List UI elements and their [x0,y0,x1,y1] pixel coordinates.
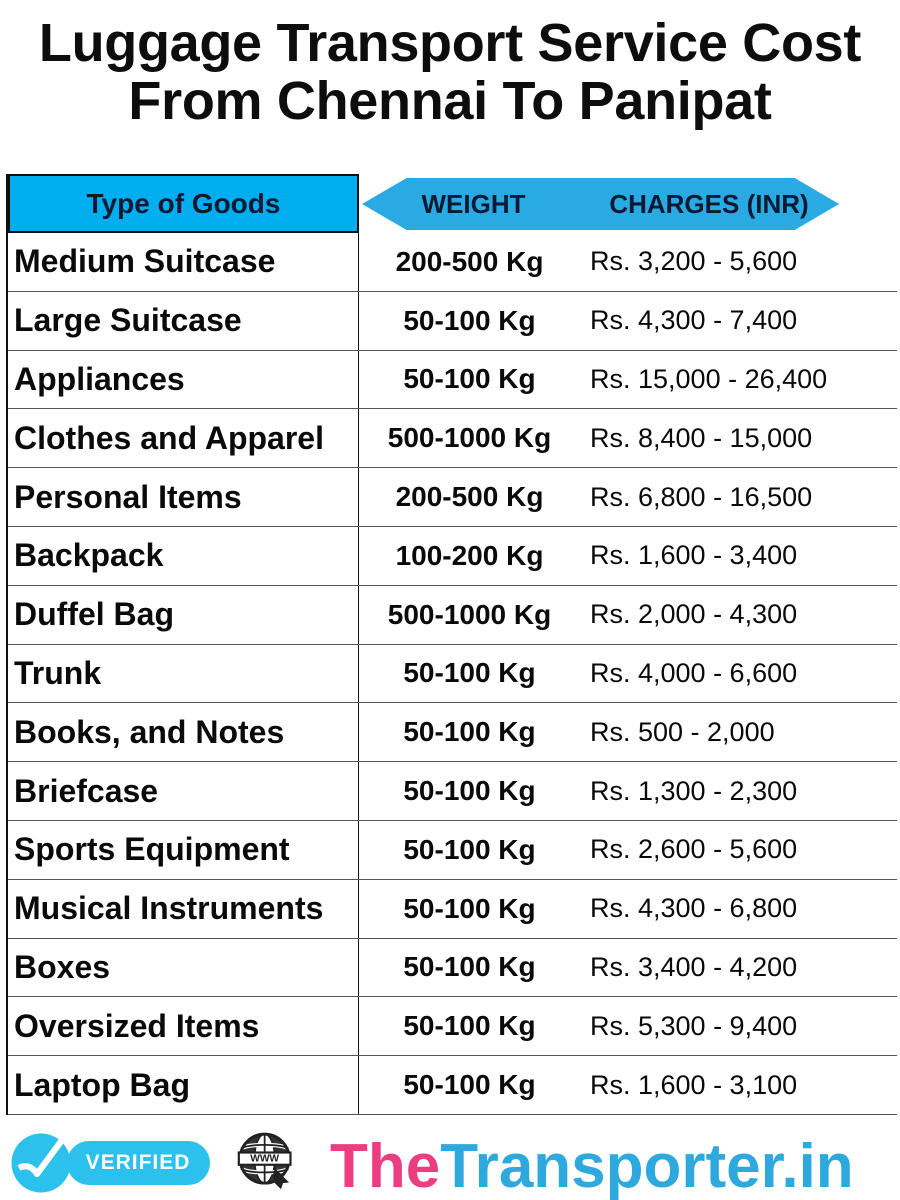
svg-text:WWW: WWW [250,1153,279,1164]
svg-text:VERIFIED: VERIFIED [86,1151,191,1174]
